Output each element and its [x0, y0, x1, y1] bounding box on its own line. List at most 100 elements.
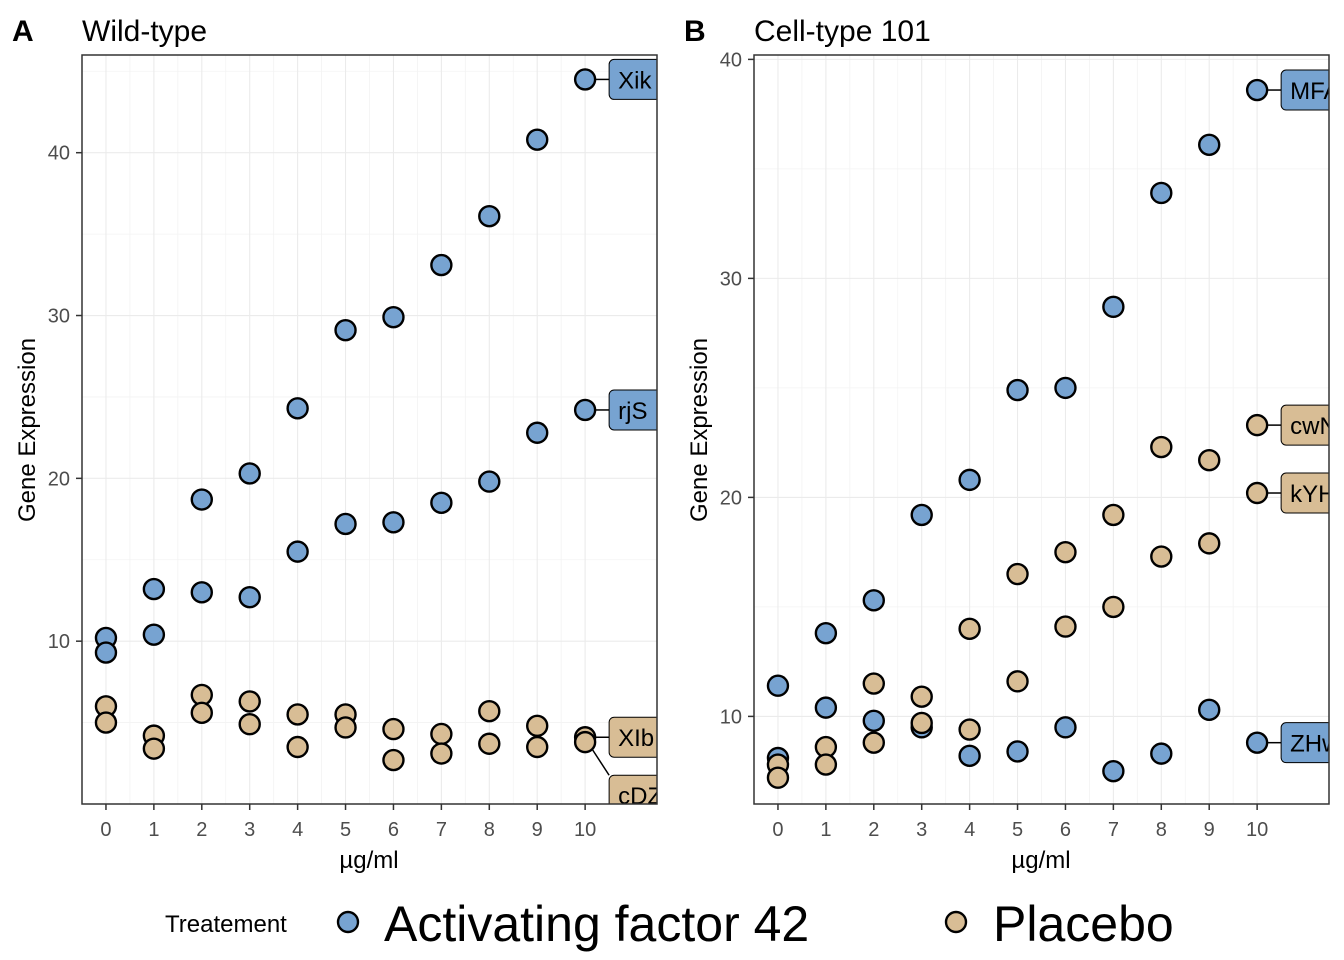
y-tick-label: 10 [48, 631, 70, 653]
data-point [1150, 435, 1173, 459]
panel-b-title: Cell-type 101 [754, 15, 931, 48]
panel-b: B Cell-type 101 MFA cwN kYH ZHw 0 1 2 3 4 5 6 7 8 9 1… [684, 15, 1340, 874]
data-point [1245, 731, 1269, 754]
data-point [1245, 413, 1269, 437]
label-box [1280, 722, 1329, 764]
data-point [334, 716, 357, 739]
panel-b-tag: B [684, 15, 706, 48]
y-tick-label: 20 [720, 487, 742, 509]
data-point [430, 491, 453, 514]
data-point [1150, 742, 1173, 765]
y-tick-label: 30 [720, 268, 742, 290]
data-point [382, 305, 405, 329]
data-point [238, 713, 261, 736]
x-tick-label: 9 [1204, 819, 1215, 841]
data-point [573, 398, 597, 422]
data-point [190, 581, 213, 604]
x-tick-label: 10 [574, 819, 596, 841]
data-point [573, 730, 597, 754]
label-box [1280, 472, 1329, 514]
panel-a-ticks: 0 1 2 3 4 5 6 7 8 9 10 10 20 30 40 [48, 143, 597, 841]
data-point [814, 696, 838, 719]
x-tick-label: 3 [244, 819, 255, 841]
data-point [478, 732, 501, 755]
x-tick-label: 5 [340, 819, 351, 841]
label-box [608, 58, 657, 100]
x-tick-label: 7 [436, 819, 447, 841]
data-point [286, 703, 309, 726]
y-tick-label: 40 [48, 143, 70, 165]
x-tick-label: 8 [1156, 819, 1167, 841]
legend: Treatement Activating factor 42 Placebo [165, 896, 1174, 952]
data-point [286, 540, 309, 563]
data-point [478, 204, 501, 228]
label-text: ZHw [1290, 731, 1340, 758]
data-point [238, 462, 261, 485]
panel-b-y-axis-label: Gene Expression [686, 338, 713, 522]
data-point [1245, 78, 1269, 102]
x-tick-label: 10 [1246, 819, 1268, 841]
panel-b-points [766, 78, 1269, 789]
data-point [190, 701, 213, 725]
data-point [478, 699, 501, 723]
data-point [1198, 448, 1221, 472]
x-tick-label: 5 [1012, 819, 1023, 841]
label-text: rjS [618, 398, 647, 425]
x-tick-label: 3 [916, 819, 927, 841]
data-point [526, 421, 549, 444]
label-box [1280, 69, 1329, 111]
data-point [1150, 181, 1173, 205]
data-point [958, 468, 981, 492]
data-point [862, 709, 885, 732]
data-point [958, 744, 981, 768]
data-point [94, 711, 118, 734]
data-point [478, 470, 501, 493]
legend-key-placebo [944, 910, 968, 934]
data-point [1054, 376, 1077, 400]
label-box [608, 389, 657, 431]
panel-a: A Wild-type Xik rjS XIb cDZ 0 1 2 3 4 5 6 7 8 9 10 10 2… [12, 15, 662, 874]
x-tick-label: 1 [148, 819, 159, 841]
panel-a-labels: Xik rjS XIb cDZ [591, 58, 662, 810]
panel-a-points [94, 68, 597, 772]
y-tick-label: 20 [48, 468, 70, 490]
x-tick-label: 1 [820, 819, 831, 841]
label-box [608, 716, 657, 758]
data-point [142, 577, 166, 601]
panel-b-grid [754, 55, 1329, 804]
data-point [1006, 562, 1029, 586]
data-point [1006, 670, 1029, 693]
data-point [1198, 532, 1221, 555]
data-point [1102, 759, 1125, 783]
data-point [1102, 595, 1125, 619]
data-point [286, 397, 309, 420]
x-tick-label: 6 [388, 819, 399, 841]
panel-a-y-axis-label: Gene Expression [14, 338, 41, 522]
x-tick-label: 6 [1060, 819, 1071, 841]
x-tick-label: 2 [868, 819, 879, 841]
label-text: Xik [618, 67, 652, 94]
legend-label-placebo: Placebo [993, 896, 1174, 952]
label-text: MFA [1290, 78, 1339, 105]
data-point [526, 128, 549, 151]
data-point [766, 674, 790, 697]
data-point [862, 589, 885, 612]
label-text: cwN [1290, 413, 1337, 440]
x-tick-label: 0 [772, 819, 783, 841]
data-point [958, 718, 981, 741]
legend-key-activating-factor [336, 910, 360, 934]
data-point [1102, 503, 1125, 527]
data-point [94, 641, 118, 664]
data-point [862, 672, 885, 695]
label-text: kYH [1290, 481, 1335, 508]
label-box [1280, 404, 1329, 446]
data-point [238, 586, 261, 609]
data-point [334, 512, 357, 536]
data-point [382, 717, 405, 741]
panel-a-grid [82, 55, 657, 804]
label-text: cDZ [618, 783, 662, 810]
data-point [814, 621, 838, 645]
x-tick-label: 4 [964, 819, 975, 841]
data-point [430, 722, 453, 746]
panel-b-x-axis-label: µg/ml [1011, 847, 1070, 874]
